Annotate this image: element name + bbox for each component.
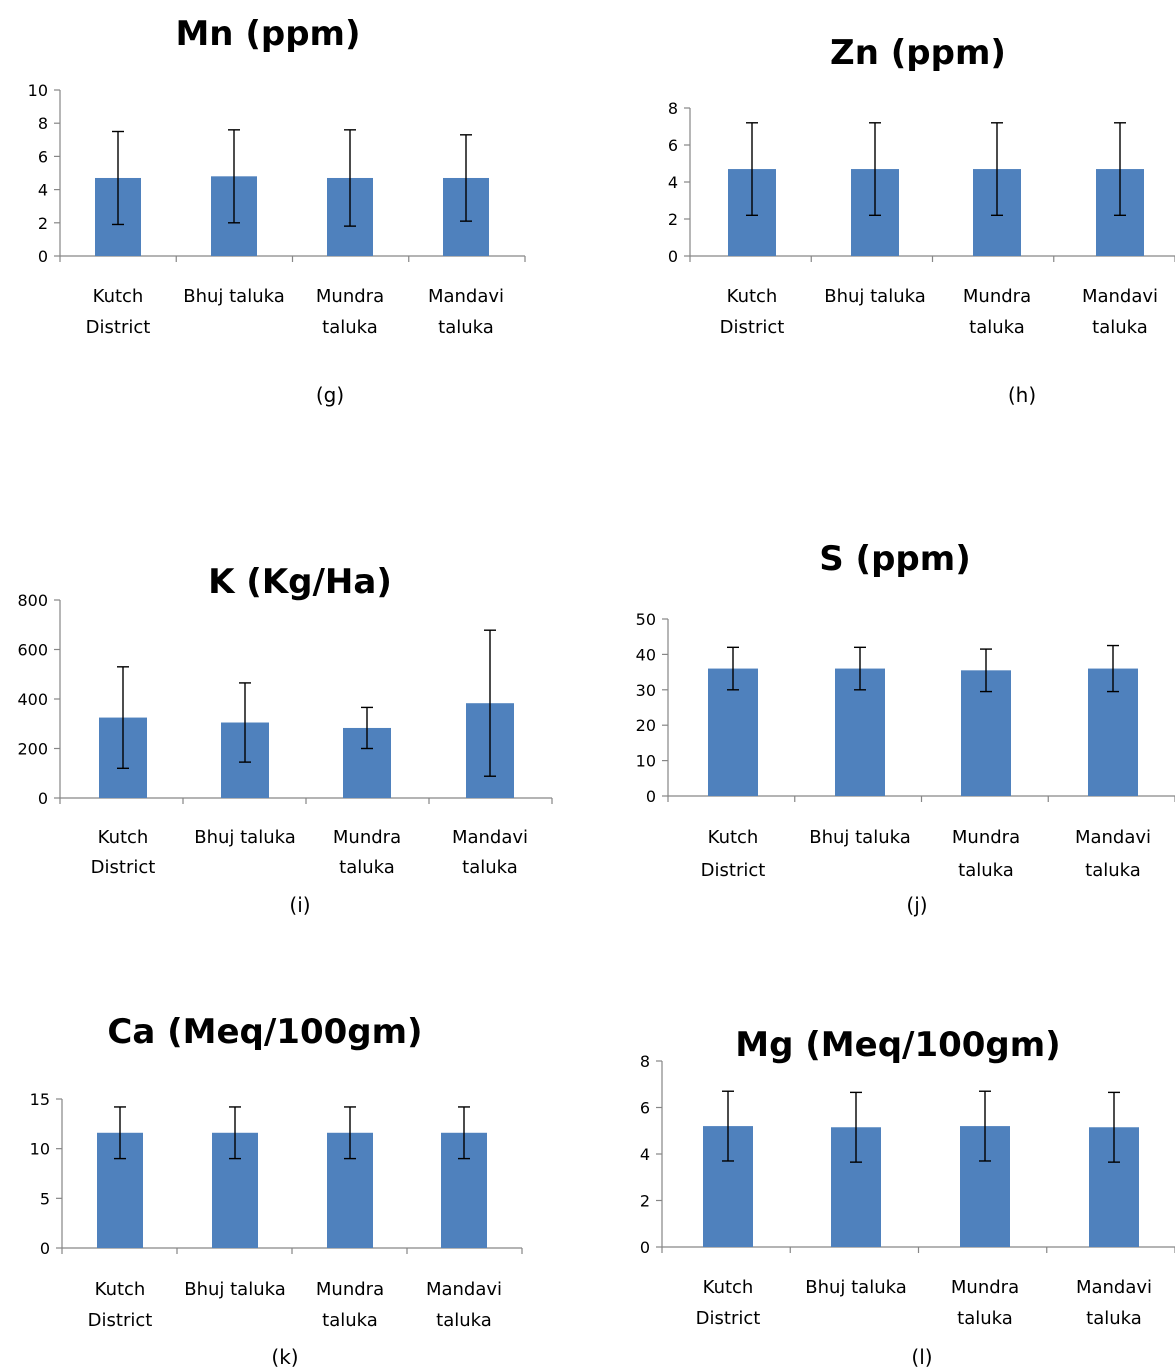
category-label: Mundra taluka (951, 1277, 1019, 1329)
category-label: Mundra taluka (333, 827, 401, 878)
chart-title: K (Kg/Ha) (208, 562, 392, 602)
y-tick-label: 800 (17, 591, 48, 610)
category-label: Mandavi taluka (1082, 286, 1158, 338)
category-label: Mundra taluka (952, 827, 1020, 881)
chart-1: Mn (ppm) 0 2 4 6 8 10 Kutch District Bhuj taluka M… (28, 14, 526, 407)
category-label: Mandavi taluka (1075, 827, 1151, 881)
chart-2: Zn (ppm) 0 2 4 6 8 Kutch District Bhuj taluka Mun… (668, 33, 1175, 407)
chart-4: S (ppm) 0 10 20 30 40 50 Kutch District Bhuj talu… (636, 539, 1175, 917)
y-tick-label: 200 (17, 740, 48, 759)
category-label: Bhuj taluka (824, 286, 926, 307)
chart-title: Mn (ppm) (175, 14, 360, 54)
chart-title: S (ppm) (819, 539, 971, 579)
y-tick-label: 8 (38, 114, 48, 133)
category-label: Bhuj taluka (194, 827, 296, 848)
category-label: Kutch District (696, 1277, 761, 1329)
y-tick-label: 0 (40, 1239, 50, 1258)
chart-6: Mg (Meq/100gm) 0 2 4 6 8 Kutch District Bhuj tal… (640, 1025, 1175, 1369)
y-tick-label: 10 (636, 752, 656, 771)
category-label: Mandavi taluka (452, 827, 528, 878)
y-tick-label: 0 (646, 787, 656, 806)
category-label: Bhuj taluka (809, 827, 911, 848)
chart-title: Mg (Meq/100gm) (735, 1025, 1060, 1065)
y-tick-label: 5 (40, 1189, 50, 1208)
category-label: Bhuj taluka (805, 1277, 907, 1298)
y-tick-label: 30 (636, 681, 656, 700)
chart-5: Ca (Meq/100gm) 0 5 10 15 Kutch District Bhuj ta… (30, 1012, 523, 1369)
category-label: Kutch District (88, 1279, 153, 1331)
chart-title: Zn (ppm) (830, 33, 1006, 73)
y-tick-label: 4 (668, 173, 678, 192)
category-label: Kutch District (91, 827, 156, 878)
panel-label: (g) (316, 383, 344, 407)
y-tick-label: 4 (640, 1145, 650, 1164)
y-tick-label: 6 (38, 147, 48, 166)
y-tick-label: 6 (668, 136, 678, 155)
panel-label: (j) (906, 893, 927, 917)
panel-label: (k) (271, 1345, 298, 1369)
y-tick-label: 0 (38, 789, 48, 808)
category-label: Mandavi taluka (1076, 1277, 1152, 1329)
y-tick-label: 2 (38, 214, 48, 233)
y-tick-label: 40 (636, 645, 656, 664)
category-label: Mandavi taluka (426, 1279, 502, 1331)
category-label: Mundra taluka (316, 286, 384, 338)
panel-label: (l) (911, 1345, 932, 1369)
y-tick-label: 6 (640, 1099, 650, 1118)
y-tick-label: 0 (38, 247, 48, 266)
y-tick-label: 0 (668, 247, 678, 266)
category-label: Mandavi taluka (428, 286, 504, 338)
y-tick-label: 2 (640, 1192, 650, 1211)
panel-label: (h) (1008, 383, 1036, 407)
y-tick-label: 4 (38, 181, 48, 200)
category-label: Mundra taluka (316, 1279, 384, 1331)
category-label: Bhuj taluka (184, 1279, 286, 1300)
category-label: Kutch District (701, 827, 766, 881)
category-label: Mundra taluka (963, 286, 1031, 338)
category-label: Bhuj taluka (183, 286, 285, 307)
y-tick-label: 400 (17, 690, 48, 709)
chart-3: K (Kg/Ha) 0 200 400 600 800 Kutch District Bhuj … (17, 562, 553, 917)
y-tick-label: 600 (17, 641, 48, 660)
y-tick-label: 15 (30, 1090, 50, 1109)
y-tick-label: 10 (30, 1140, 50, 1159)
y-tick-label: 2 (668, 210, 678, 229)
y-tick-label: 50 (636, 610, 656, 629)
y-tick-label: 20 (636, 716, 656, 735)
y-tick-label: 0 (640, 1238, 650, 1257)
category-label: Kutch District (86, 286, 151, 338)
y-tick-label: 8 (668, 99, 678, 118)
y-tick-label: 8 (640, 1052, 650, 1071)
panel-label: (i) (289, 893, 310, 917)
chart-title: Ca (Meq/100gm) (107, 1012, 422, 1052)
y-tick-label: 10 (28, 81, 48, 100)
category-label: Kutch District (720, 286, 785, 338)
